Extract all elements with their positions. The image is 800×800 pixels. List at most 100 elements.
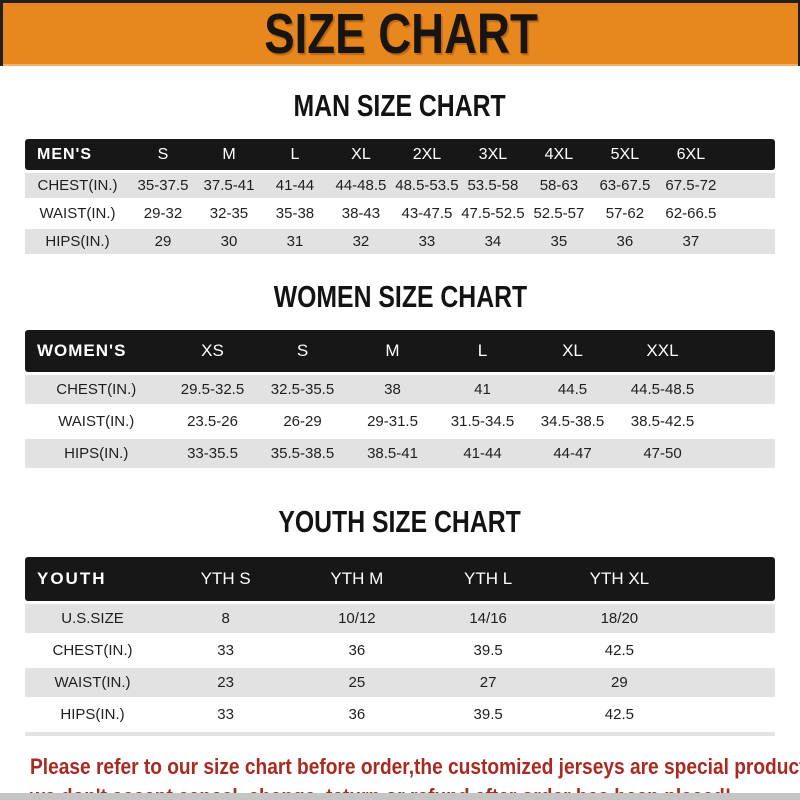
row-label: HIPS(IN.) [25, 439, 168, 468]
header-filler [685, 557, 775, 601]
banner: SIZE CHART [0, 0, 800, 66]
row-filler [707, 407, 775, 436]
row-filler [707, 375, 775, 404]
size-value: 38.5-42.5 [617, 407, 708, 436]
size-value: 31 [261, 229, 328, 254]
women-size-col-header: XL [527, 330, 618, 372]
women-table-row: HIPS(IN.) 33-35.5 35.5-38.5 38.5-41 41-44 44-… [25, 439, 775, 468]
size-value: 33 [160, 700, 292, 729]
page-title: SIZE CHART [263, 2, 538, 66]
youth-size-table: YOUTH YTH S YTH M YTH L YTH XL U.S.SIZE 8 10/12… [25, 554, 775, 732]
size-value: 10/12 [291, 604, 423, 633]
youth-table-row: WAIST(IN.) 23 25 27 29 [25, 668, 775, 697]
men-size-col-header: S [130, 139, 196, 170]
size-value: 36 [291, 636, 423, 665]
men-size-col-header: 4XL [525, 139, 592, 170]
row-label: WAIST(IN.) [25, 407, 168, 436]
men-size-col-header: M [195, 139, 262, 170]
size-value: 29 [130, 229, 196, 254]
size-value: 23.5-26 [167, 407, 258, 436]
header-filler [723, 139, 775, 170]
row-filler [685, 636, 775, 665]
size-value: 67.5-72 [657, 173, 724, 198]
women-heading-wrap: WOMEN SIZE CHART [0, 257, 800, 327]
size-value: 38.5-41 [347, 439, 438, 468]
size-value: 33 [393, 229, 460, 254]
size-value: 39.5 [422, 700, 554, 729]
women-size-col-header: L [437, 330, 528, 372]
women-size-table: WOMEN'S XS S M L XL XXL CHEST(IN.) 29.5-32.5 32.5… [25, 327, 775, 471]
size-value: 35.5-38.5 [257, 439, 348, 468]
size-value: 41 [437, 375, 528, 404]
size-value: 38 [347, 375, 438, 404]
size-value: 36 [591, 229, 658, 254]
bottom-divider-bar [0, 793, 800, 800]
women-size-col-header: XXL [617, 330, 708, 372]
row-label: WAIST(IN.) [25, 668, 160, 697]
youth-size-col-header: YTH M [291, 557, 423, 601]
youth-size-col-header: YTH S [160, 557, 292, 601]
youth-table-row: HIPS(IN.) 33 36 39.5 42.5 [25, 700, 775, 729]
size-value: 53.5-58 [459, 173, 526, 198]
youth-section-heading: YOUTH SIZE CHART [278, 504, 522, 539]
size-value: 35-37.5 [130, 173, 196, 198]
size-value: 52.5-57 [525, 201, 592, 226]
size-value: 42.5 [553, 700, 685, 729]
size-value: 44-48.5 [327, 173, 394, 198]
women-table-row: CHEST(IN.) 29.5-32.5 32.5-35.5 38 41 44.5 44.5… [25, 375, 775, 404]
youth-table-row: CHEST(IN.) 33 36 39.5 42.5 [25, 636, 775, 665]
row-label: CHEST(IN.) [25, 375, 168, 404]
men-table-row: HIPS(IN.) 29 30 31 32 33 34 35 36 37 [25, 229, 775, 254]
size-value: 29 [553, 668, 685, 697]
size-value: 26-29 [257, 407, 348, 436]
size-value: 31.5-34.5 [437, 407, 528, 436]
size-value: 18/20 [553, 604, 685, 633]
size-value: 44.5-48.5 [617, 375, 708, 404]
men-heading-wrap: MAN SIZE CHART [0, 66, 800, 136]
youth-size-col-header: YTH XL [553, 557, 685, 601]
header-filler [707, 330, 775, 372]
men-table-row: CHEST(IN.) 35-37.5 37.5-41 41-44 44-48.5 48.5… [25, 173, 775, 198]
men-size-col-header: XL [327, 139, 394, 170]
size-value: 27 [422, 668, 554, 697]
women-size-col-header: XS [167, 330, 258, 372]
men-size-col-header: 2XL [393, 139, 460, 170]
row-label: WAIST(IN.) [25, 201, 130, 226]
women-size-col-header: S [257, 330, 348, 372]
notice-line-1: Please refer to our size chart before or… [30, 754, 800, 779]
size-value: 42.5 [553, 636, 685, 665]
size-value: 39.5 [422, 636, 554, 665]
size-value: 47-50 [617, 439, 708, 468]
section-women: WOMEN SIZE CHART WOMEN'S XS S M L XL XXL CHEST(I… [0, 257, 800, 471]
size-value: 44-47 [527, 439, 618, 468]
size-value: 33-35.5 [167, 439, 258, 468]
row-filler [723, 173, 775, 198]
men-size-col-header: 5XL [591, 139, 658, 170]
size-value: 30 [195, 229, 262, 254]
size-value: 25 [291, 668, 423, 697]
row-filler [723, 201, 775, 226]
women-section-heading: WOMEN SIZE CHART [273, 279, 527, 314]
row-filler [685, 604, 775, 633]
youth-heading-wrap: YOUTH SIZE CHART [0, 471, 800, 554]
men-table-row: WAIST(IN.) 29-32 32-35 35-38 38-43 43-47.5 47.… [25, 201, 775, 226]
table-bottom-strip [25, 732, 775, 736]
size-value: 37 [657, 229, 724, 254]
size-value: 35-38 [261, 201, 328, 226]
size-value: 33 [160, 636, 292, 665]
size-value: 34.5-38.5 [527, 407, 618, 436]
men-size-col-header: L [261, 139, 328, 170]
size-value: 41-44 [261, 173, 328, 198]
men-size-table: MEN'S S M L XL 2XL 3XL 4XL 5XL 6XL CHEST(IN.) 35-37… [25, 136, 775, 257]
men-corner-label: MEN'S [25, 139, 130, 170]
size-value: 34 [459, 229, 526, 254]
women-corner-label: WOMEN'S [25, 330, 168, 372]
size-value: 37.5-41 [195, 173, 262, 198]
women-header-row: WOMEN'S XS S M L XL XXL [25, 330, 775, 372]
size-value: 14/16 [422, 604, 554, 633]
row-filler [707, 439, 775, 468]
men-size-col-header: 3XL [459, 139, 526, 170]
women-size-col-header: M [347, 330, 438, 372]
size-value: 63-67.5 [591, 173, 658, 198]
